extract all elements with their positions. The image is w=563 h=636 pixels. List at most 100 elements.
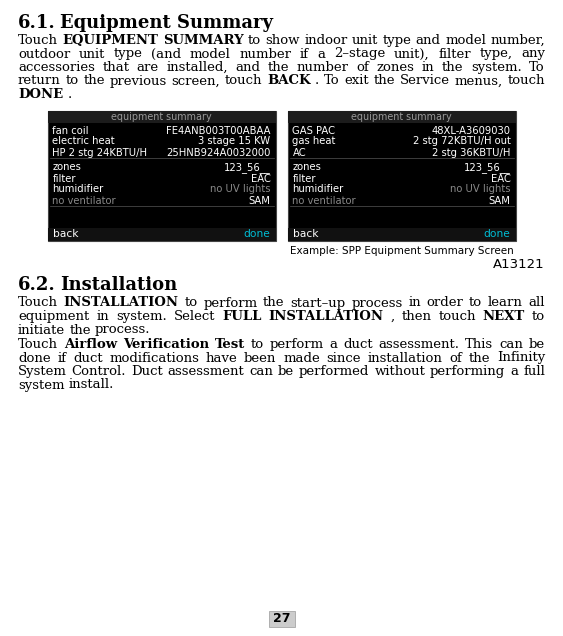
Text: made: made [283, 352, 320, 364]
Text: 6.1.: 6.1. [18, 14, 56, 32]
Text: Control.: Control. [72, 365, 126, 378]
Text: indoor: indoor [304, 34, 347, 47]
Text: SAM: SAM [489, 195, 511, 205]
Text: have: have [205, 352, 238, 364]
Text: the: the [468, 352, 490, 364]
Text: and: and [415, 34, 441, 47]
Text: performed: performed [299, 365, 369, 378]
Text: A13121: A13121 [493, 258, 545, 272]
Text: Equipment Summary: Equipment Summary [60, 14, 273, 32]
Text: Airflow: Airflow [64, 338, 117, 351]
Text: INSTALLATION: INSTALLATION [268, 310, 383, 323]
Text: type: type [114, 48, 142, 60]
Text: return: return [18, 74, 61, 88]
Text: To: To [529, 61, 545, 74]
Text: installed,: installed, [167, 61, 228, 74]
Text: no ventilator: no ventilator [52, 195, 116, 205]
Text: if: if [300, 48, 309, 60]
Text: the: the [442, 61, 464, 74]
FancyBboxPatch shape [47, 111, 275, 123]
Text: 48XL-A3609030: 48XL-A3609030 [431, 125, 511, 135]
Text: initiate: initiate [18, 324, 65, 336]
Text: Touch: Touch [18, 338, 58, 351]
Text: type,: type, [480, 48, 512, 60]
Text: zones: zones [293, 163, 321, 172]
Text: in: in [422, 61, 435, 74]
Text: touch: touch [438, 310, 476, 323]
Text: installation: installation [368, 352, 443, 364]
Text: System: System [18, 365, 67, 378]
Text: AC: AC [293, 148, 306, 158]
Text: previous: previous [109, 74, 167, 88]
Text: menus,: menus, [455, 74, 503, 88]
FancyBboxPatch shape [288, 111, 516, 240]
Text: modifications: modifications [109, 352, 199, 364]
Text: number,: number, [490, 34, 545, 47]
Text: to: to [65, 74, 79, 88]
Text: the: the [263, 296, 285, 310]
Text: the: the [268, 61, 289, 74]
Text: model: model [445, 34, 486, 47]
Text: all: all [529, 296, 545, 310]
Text: GAS PAC: GAS PAC [293, 125, 336, 135]
Text: if: if [57, 352, 66, 364]
Text: HP 2 stg 24KBTU/H: HP 2 stg 24KBTU/H [52, 148, 148, 158]
Text: unit),: unit), [394, 48, 430, 60]
Text: can: can [249, 365, 273, 378]
Text: to: to [251, 338, 263, 351]
Text: type: type [382, 34, 412, 47]
Text: Test: Test [215, 338, 245, 351]
Text: Installation: Installation [60, 277, 177, 294]
Text: INSTALLATION: INSTALLATION [64, 296, 178, 310]
Text: FE4ANB003T00ABAA: FE4ANB003T00ABAA [166, 125, 270, 135]
Text: assessment.: assessment. [378, 338, 459, 351]
Text: the: the [374, 74, 395, 88]
Text: filter: filter [438, 48, 471, 60]
Text: 2–stage: 2–stage [334, 48, 386, 60]
FancyBboxPatch shape [47, 111, 275, 240]
Text: Service: Service [400, 74, 450, 88]
Text: in: in [96, 310, 109, 323]
Text: full: full [523, 365, 545, 378]
FancyBboxPatch shape [47, 228, 275, 240]
Text: that: that [102, 61, 129, 74]
Text: duct: duct [343, 338, 373, 351]
Text: filter: filter [293, 174, 316, 184]
Text: unit: unit [79, 48, 105, 60]
Text: Touch: Touch [18, 296, 58, 310]
Text: To: To [324, 74, 340, 88]
Text: order: order [427, 296, 463, 310]
Text: touch: touch [507, 74, 545, 88]
FancyBboxPatch shape [288, 111, 516, 123]
Text: fan coil: fan coil [52, 125, 89, 135]
Text: system.: system. [471, 61, 522, 74]
Text: of: of [356, 61, 369, 74]
FancyBboxPatch shape [288, 228, 516, 240]
Text: performing: performing [430, 365, 506, 378]
Text: BACK: BACK [267, 74, 311, 88]
Text: gas heat: gas heat [293, 137, 336, 146]
Text: to: to [469, 296, 482, 310]
Text: perform: perform [203, 296, 257, 310]
Text: EQUIPMENT: EQUIPMENT [62, 34, 158, 47]
Text: zones: zones [377, 61, 414, 74]
Text: accessories: accessories [18, 61, 95, 74]
Text: of: of [449, 352, 462, 364]
Text: are: are [137, 61, 159, 74]
Text: 123_56__: 123_56__ [224, 163, 270, 174]
Text: done: done [484, 229, 511, 239]
Text: back: back [52, 229, 78, 239]
Text: assessment: assessment [168, 365, 244, 378]
Text: equipment summary: equipment summary [351, 111, 452, 121]
Text: to: to [248, 34, 261, 47]
Text: a: a [318, 48, 325, 60]
Text: .: . [315, 74, 319, 88]
Text: humidifier: humidifier [293, 184, 344, 195]
Text: .: . [68, 88, 72, 101]
Text: DONE: DONE [18, 88, 63, 101]
Text: number: number [297, 61, 349, 74]
Text: back: back [293, 229, 318, 239]
Text: process: process [351, 296, 403, 310]
Text: start–up: start–up [291, 296, 346, 310]
Text: system: system [18, 378, 65, 392]
